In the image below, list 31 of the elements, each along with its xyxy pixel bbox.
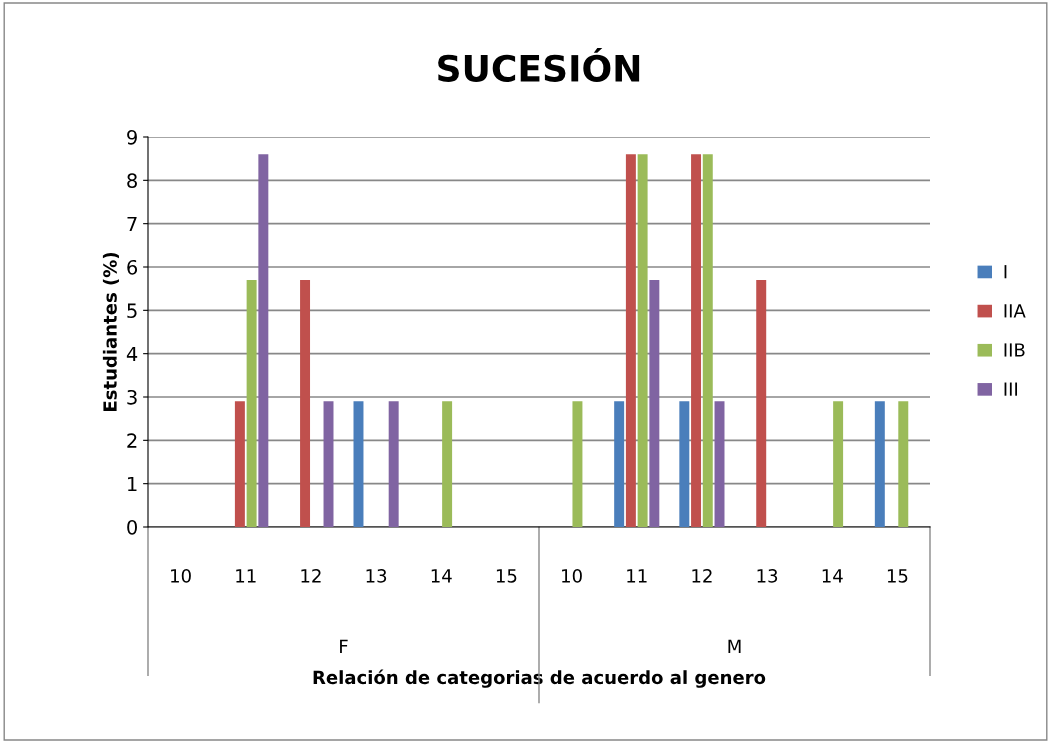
- y-tick-label: 7: [127, 216, 137, 232]
- x-tick-label: 11: [236, 569, 256, 583]
- legend-label: IIA: [1004, 304, 1026, 318]
- chart-title: SUCESIÓN: [438, 48, 640, 82]
- y-tick-label: 0: [127, 519, 137, 535]
- text: F: [340, 639, 348, 653]
- legend-label: III: [1004, 382, 1018, 396]
- y-tick-label: 2: [127, 433, 137, 448]
- legend-label: IIB: [1004, 343, 1025, 357]
- x-tick-label: 12: [692, 568, 712, 583]
- x-tick-label: 13: [366, 568, 387, 583]
- x-tick-label: 15: [887, 569, 908, 583]
- x-tick-label: 15: [496, 569, 517, 583]
- y-tick-label: 6: [127, 259, 138, 275]
- y-tick-label: 9: [127, 129, 137, 145]
- text: M: [728, 639, 741, 653]
- x-tick-label: 10: [171, 568, 191, 583]
- y-tick-label: 1: [128, 476, 137, 492]
- x-tick-label: 12: [301, 568, 321, 583]
- y-tick-label: 3: [127, 389, 137, 405]
- legend-label: I: [1004, 265, 1007, 279]
- x-tick-label: 11: [627, 569, 647, 583]
- y-axis-title: Estudiantes (%): [102, 252, 119, 411]
- x-tick-label: 13: [757, 568, 778, 583]
- x-tick-label: 14: [431, 569, 452, 583]
- y-tick-label: 8: [127, 173, 137, 188]
- y-tick-label: 5: [127, 303, 137, 318]
- x-axis-title: Relación de categorias de acuerdo al genero: [313, 669, 766, 688]
- x-tick-label: 14: [822, 569, 843, 583]
- y-tick-label: 4: [126, 346, 138, 362]
- x-tick-label: 10: [562, 568, 582, 583]
